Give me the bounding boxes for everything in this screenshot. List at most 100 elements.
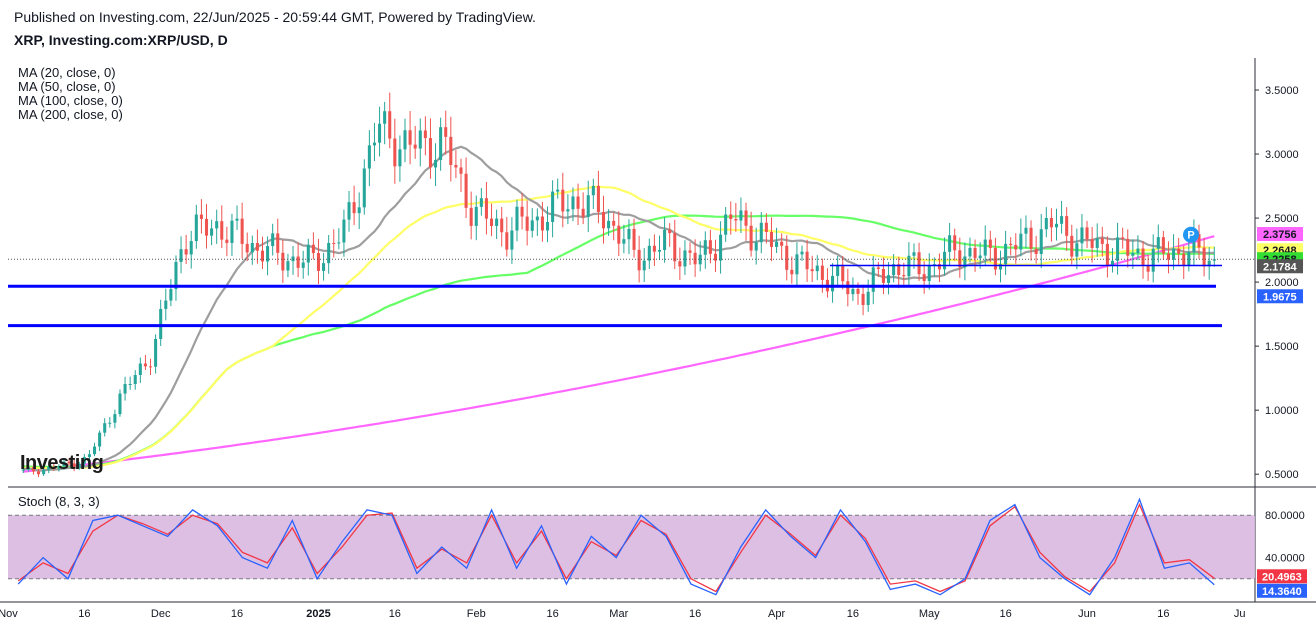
- candle-body: [143, 363, 147, 367]
- time-tick-label: 16: [689, 608, 701, 620]
- candle-body: [663, 229, 667, 251]
- candle-body: [815, 265, 819, 272]
- ma50-legend[interactable]: MA (50, close, 0): [18, 79, 116, 94]
- stoch-badge-label: 14.3640: [1262, 586, 1302, 598]
- ma100-legend[interactable]: MA (100, close, 0): [18, 93, 123, 108]
- time-tick-label: Nov: [0, 608, 18, 620]
- candle-body: [1192, 234, 1196, 253]
- price-badge: [1257, 289, 1303, 304]
- price-badge-label: 2.1784: [1263, 261, 1298, 273]
- candle-body: [1131, 253, 1135, 256]
- candle-body: [327, 242, 331, 264]
- candle-body: [1024, 227, 1028, 234]
- ma20-line: [23, 145, 1215, 472]
- candle-body: [591, 185, 595, 196]
- candle-body: [459, 167, 463, 174]
- candle-body: [393, 138, 397, 167]
- candle-body: [281, 252, 285, 271]
- candle-body: [255, 242, 259, 251]
- price-badge: [1257, 227, 1303, 242]
- candle-body: [1034, 248, 1038, 255]
- candle-body: [698, 254, 702, 265]
- candle-body: [250, 242, 254, 253]
- time-tick-label: Dec: [151, 608, 171, 620]
- candle-body: [841, 264, 845, 282]
- candle-body: [1146, 265, 1150, 272]
- stoch-legend[interactable]: Stoch (8, 3, 3): [18, 494, 100, 509]
- candle-body: [403, 130, 407, 150]
- candle-body: [148, 366, 153, 368]
- candle-body: [72, 463, 76, 468]
- candle-body: [362, 168, 366, 208]
- candle-body: [1161, 237, 1165, 254]
- ma200-legend[interactable]: MA (200, close, 0): [18, 107, 123, 122]
- candle-body: [693, 252, 697, 265]
- candle-body: [31, 467, 35, 472]
- candle-body: [479, 198, 483, 207]
- candle-body: [642, 260, 646, 271]
- candle-body: [551, 191, 555, 222]
- candle-body: [881, 268, 885, 283]
- time-tick-label: 16: [231, 608, 243, 620]
- candle-body: [1014, 244, 1018, 250]
- candle-body: [861, 293, 865, 305]
- candle-body: [1009, 243, 1013, 245]
- candle-body: [617, 225, 621, 244]
- candle-body: [1105, 243, 1109, 266]
- candle-body: [988, 239, 992, 248]
- candle-body: [113, 414, 117, 423]
- candle-body: [1049, 218, 1053, 228]
- candle-body: [627, 228, 631, 240]
- candle-body: [739, 210, 743, 221]
- ma20-legend[interactable]: MA (20, close, 0): [18, 65, 116, 80]
- candle-body: [729, 214, 733, 219]
- candle-body: [352, 202, 356, 214]
- candle-body: [138, 363, 142, 375]
- candle-body: [942, 251, 947, 270]
- candle-body: [800, 251, 804, 255]
- stoch-tick-label: 80.0000: [1265, 510, 1305, 522]
- candle-body: [372, 142, 376, 146]
- candle-body: [724, 214, 728, 235]
- candle-body: [836, 264, 840, 276]
- ma200-line: [23, 235, 1215, 473]
- candle-body: [199, 214, 203, 219]
- candle-body: [439, 127, 443, 160]
- candle-body: [1156, 237, 1160, 249]
- candle-body: [647, 245, 651, 261]
- candle-body: [82, 457, 86, 464]
- time-tick-label: 16: [78, 608, 90, 620]
- candle-body: [561, 189, 565, 212]
- candle-body: [1187, 252, 1191, 266]
- candle-body: [342, 219, 346, 243]
- candle-body: [871, 267, 875, 292]
- candle-body: [266, 246, 270, 262]
- candle-body: [357, 207, 361, 214]
- candle-body: [1075, 243, 1079, 257]
- candle-body: [174, 261, 178, 290]
- candle-body: [47, 466, 51, 470]
- stoch-k-line: [17, 497, 1215, 596]
- time-tick-label: 16: [999, 608, 1011, 620]
- candle-body: [927, 265, 931, 282]
- candle-body: [245, 243, 249, 253]
- candle-body: [235, 218, 239, 221]
- candle-body: [1090, 239, 1094, 248]
- stoch-badge: [1257, 569, 1307, 584]
- candle-body: [540, 216, 544, 231]
- candle-body: [734, 218, 738, 221]
- candle-body: [225, 239, 229, 243]
- candle-body: [790, 269, 794, 275]
- candle-body: [423, 130, 427, 139]
- time-tick-label: 2025: [306, 608, 330, 620]
- candle-body: [184, 249, 188, 255]
- candle-body: [454, 164, 458, 168]
- candle-body: [586, 195, 590, 217]
- p-marker-label: P: [1187, 230, 1194, 242]
- candle-body: [998, 264, 1003, 270]
- candle-body: [581, 208, 585, 217]
- candle-body: [123, 384, 127, 394]
- candle-body: [428, 138, 432, 168]
- candle-body: [607, 220, 611, 229]
